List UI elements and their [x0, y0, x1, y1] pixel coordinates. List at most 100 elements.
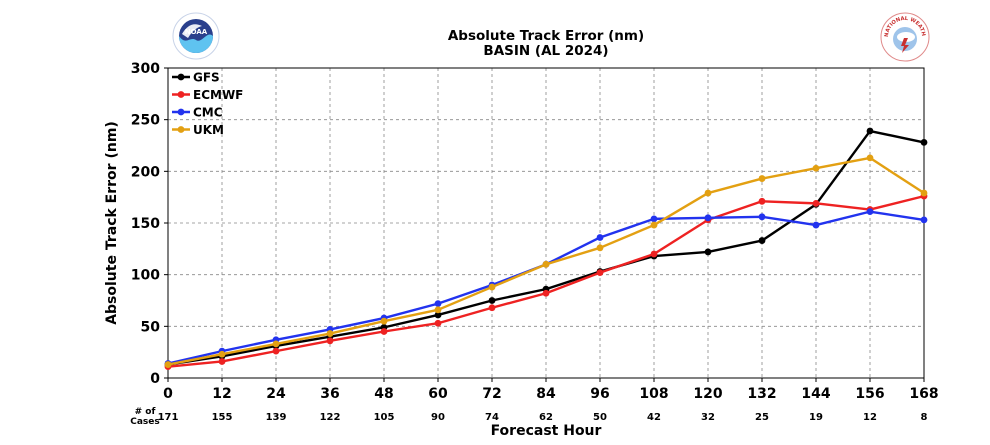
case-count: 62: [539, 412, 553, 423]
legend-label: UKM: [193, 123, 224, 137]
x-tick-label: 0: [163, 386, 173, 402]
legend-item-gfs: GFS: [172, 71, 220, 85]
x-tick-label: 120: [693, 386, 722, 402]
x-tick-label: 144: [801, 386, 830, 402]
legend-swatch-marker: [177, 126, 185, 133]
case-count: 105: [374, 412, 395, 423]
series-layer: [164, 127, 928, 371]
data-point: [488, 297, 496, 304]
legend-label: CMC: [193, 106, 223, 120]
case-count: 122: [320, 412, 341, 423]
series-line: [167, 194, 925, 368]
data-point: [542, 260, 550, 268]
gridlines: [168, 68, 924, 378]
y-tick-label: 250: [131, 113, 160, 129]
y-tick-label: 150: [131, 216, 160, 232]
data-point: [434, 300, 442, 307]
data-point: [650, 221, 658, 229]
x-tick-label: 12: [212, 386, 231, 402]
axis-ticks: 0 12 24 36 48 60 72 84 96 108 120 132 144 156 168 0 50 10…: [131, 61, 939, 402]
data-point: [866, 127, 874, 135]
case-count: 8: [921, 412, 928, 423]
case-count: 32: [701, 412, 715, 423]
nws-logo: NATIONAL WEATHER SERVICE: [878, 8, 930, 62]
legend-label: GFS: [193, 71, 220, 85]
series-ukm: [164, 154, 928, 368]
data-point: [920, 216, 928, 224]
case-count: 50: [593, 412, 607, 423]
legend-item-ukm: UKM: [172, 123, 224, 137]
data-point: [758, 237, 766, 244]
data-point: [434, 311, 442, 319]
series-gfs: [164, 127, 928, 368]
noaa-logo-text: NOAA: [185, 28, 208, 36]
y-tick-label: 0: [150, 371, 160, 387]
x-tick-label: 156: [855, 386, 884, 402]
case-count: 42: [647, 412, 661, 423]
x-tick-label: 60: [428, 386, 448, 402]
case-count: 90: [431, 412, 445, 423]
data-point: [704, 214, 712, 222]
data-point: [488, 304, 496, 312]
case-count: 155: [212, 412, 233, 423]
legend-swatch-marker: [177, 91, 185, 98]
data-point: [704, 189, 712, 197]
data-point: [164, 361, 172, 368]
data-point: [272, 347, 280, 355]
case-count: 12: [863, 412, 877, 423]
data-point: [650, 215, 658, 223]
x-tick-label: 24: [266, 386, 286, 402]
data-point: [704, 248, 712, 256]
data-point: [866, 208, 874, 216]
x-tick-label: 72: [482, 386, 501, 402]
legend-swatch-marker: [177, 73, 185, 81]
chart-title: Absolute Track Error (nm): [448, 28, 644, 44]
data-point: [326, 330, 334, 337]
data-point: [434, 319, 442, 327]
x-tick-label: 108: [639, 386, 668, 402]
data-point: [380, 328, 388, 335]
data-point: [920, 139, 928, 146]
data-point: [758, 175, 766, 182]
legend-item-ecmwf: ECMWF: [172, 88, 243, 102]
legend: GFS ECMWF CMC UKM: [172, 71, 243, 137]
x-tick-label: 48: [374, 386, 393, 402]
y-axis-label: Absolute Track Error (nm): [104, 121, 120, 325]
x-tick-label: 132: [747, 386, 776, 402]
data-point: [758, 213, 766, 221]
cases-label: # of Cases: [130, 407, 160, 427]
data-point: [488, 283, 496, 291]
case-count: 19: [809, 412, 823, 423]
data-point: [218, 350, 226, 358]
case-count: 25: [755, 412, 769, 423]
data-point: [596, 244, 604, 252]
data-point: [596, 234, 604, 241]
case-count: 171: [158, 412, 179, 423]
data-point: [434, 306, 442, 314]
data-point: [218, 358, 226, 365]
y-tick-label: 100: [131, 268, 160, 284]
data-point: [380, 317, 388, 325]
legend-item-cmc: CMC: [172, 106, 223, 120]
data-point: [596, 269, 604, 276]
case-count: 139: [266, 412, 287, 423]
x-tick-label: 96: [590, 386, 609, 402]
y-tick-label: 200: [131, 164, 160, 180]
chart-subtitle: BASIN (AL 2024): [483, 43, 608, 59]
data-point: [866, 154, 874, 162]
legend-label: ECMWF: [193, 88, 243, 102]
x-tick-label: 168: [909, 386, 938, 402]
data-point: [812, 221, 820, 229]
data-point: [812, 164, 820, 172]
x-axis-label: Forecast Hour: [491, 423, 602, 439]
data-point: [758, 197, 766, 205]
y-tick-label: 300: [131, 61, 160, 77]
data-point: [272, 340, 280, 348]
legend-swatch-marker: [177, 108, 185, 116]
x-tick-label: 84: [536, 386, 556, 402]
data-point: [542, 289, 550, 297]
data-point: [650, 250, 658, 258]
case-count: 74: [485, 412, 499, 423]
noaa-logo: NOAA: [172, 12, 220, 60]
